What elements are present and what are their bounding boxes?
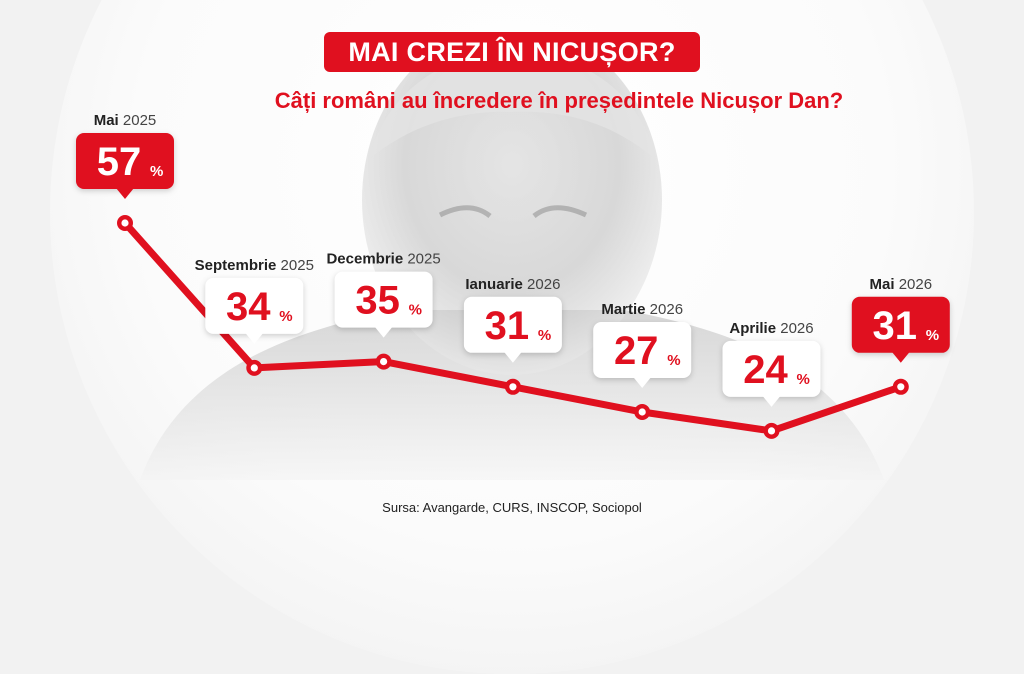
- data-point-group: 35 % Decembrie 2025: [326, 251, 441, 370]
- value-callout-pointer: [891, 351, 910, 363]
- data-label: 31: [485, 304, 530, 348]
- tick-label-year: 2026: [895, 276, 933, 293]
- data-label: 34: [226, 285, 271, 329]
- data-point-marker-center: [121, 219, 129, 227]
- tick-label-month: Decembrie: [326, 251, 403, 268]
- tick-label-year: 2025: [119, 112, 157, 129]
- tick-label-year: 2026: [646, 301, 684, 318]
- tick-label: Aprilie 2026: [729, 320, 813, 337]
- data-label-unit: %: [150, 163, 163, 180]
- data-label-unit: %: [667, 352, 680, 369]
- data-point-group: 57 % Mai 2025: [76, 112, 174, 231]
- tick-label: Ianuarie 2026: [465, 276, 560, 293]
- value-callout-pointer: [245, 332, 264, 344]
- data-label-unit: %: [797, 371, 810, 388]
- value-callout-pointer: [374, 326, 393, 338]
- tick-label-year: 2026: [776, 320, 814, 337]
- data-point-marker-center: [897, 383, 905, 391]
- data-label: 24: [743, 348, 788, 392]
- data-point-group: 27 % Martie 2026: [593, 301, 692, 420]
- value-callout-pointer: [762, 395, 781, 407]
- tick-label: Septembrie 2025: [195, 257, 314, 274]
- data-point-group: 24 % Aprilie 2026: [722, 320, 821, 439]
- data-label-unit: %: [279, 308, 292, 325]
- data-point-marker-center: [380, 358, 388, 366]
- data-label-unit: %: [926, 327, 939, 344]
- value-callout: [593, 322, 692, 378]
- tick-label-month: Martie: [601, 301, 645, 318]
- value-callout: [334, 271, 433, 328]
- data-label-unit: %: [409, 302, 422, 319]
- data-label: 57: [97, 140, 142, 184]
- data-label: 27: [614, 329, 659, 373]
- data-point-group: 31 % Ianuarie 2026: [463, 276, 562, 395]
- value-callout: [851, 296, 950, 353]
- tick-label-year: 2025: [403, 251, 441, 268]
- tick-label-month: Mai: [94, 112, 119, 129]
- data-point-marker-center: [509, 383, 517, 391]
- title-badge: MAI CREZI ÎN NICUȘOR?: [324, 32, 700, 72]
- value-callout-pointer: [503, 351, 522, 363]
- data-label-unit: %: [538, 327, 551, 344]
- data-label: 35: [355, 279, 400, 323]
- value-callout-pointer: [633, 377, 652, 388]
- data-label: 31: [873, 304, 918, 348]
- tick-label: Mai 2026: [870, 276, 933, 293]
- source-note: Sursa: Avangarde, CURS, INSCOP, Sociopol: [382, 500, 642, 515]
- tick-label-month: Aprilie: [729, 320, 776, 337]
- tick-label-month: Ianuarie: [465, 276, 523, 293]
- value-callout: [722, 340, 821, 397]
- tick-label: Mai 2025: [94, 112, 157, 129]
- tick-label-month: Septembrie: [195, 257, 277, 274]
- tick-label: Martie 2026: [601, 301, 683, 318]
- infographic: MAI CREZI ÎN NICUȘOR? Câți români au înc…: [50, 0, 974, 674]
- value-callout: [463, 296, 562, 353]
- chart-subtitle: Câți români au încredere în președintele…: [274, 88, 844, 113]
- data-point-marker-center: [638, 408, 646, 416]
- data-point-group: 34 % Septembrie 2025: [195, 257, 314, 376]
- value-callout: [205, 277, 304, 334]
- tick-label-year: 2025: [276, 257, 314, 274]
- data-point-marker-center: [250, 364, 258, 372]
- tick-label-month: Mai: [870, 276, 895, 293]
- value-callout-pointer: [116, 188, 134, 199]
- data-point-marker-center: [767, 427, 776, 435]
- data-point-group: 31 % Mai 2026: [851, 276, 950, 395]
- value-callout: [76, 133, 174, 189]
- tick-label-year: 2026: [523, 276, 561, 293]
- tick-label: Decembrie 2025: [326, 251, 440, 268]
